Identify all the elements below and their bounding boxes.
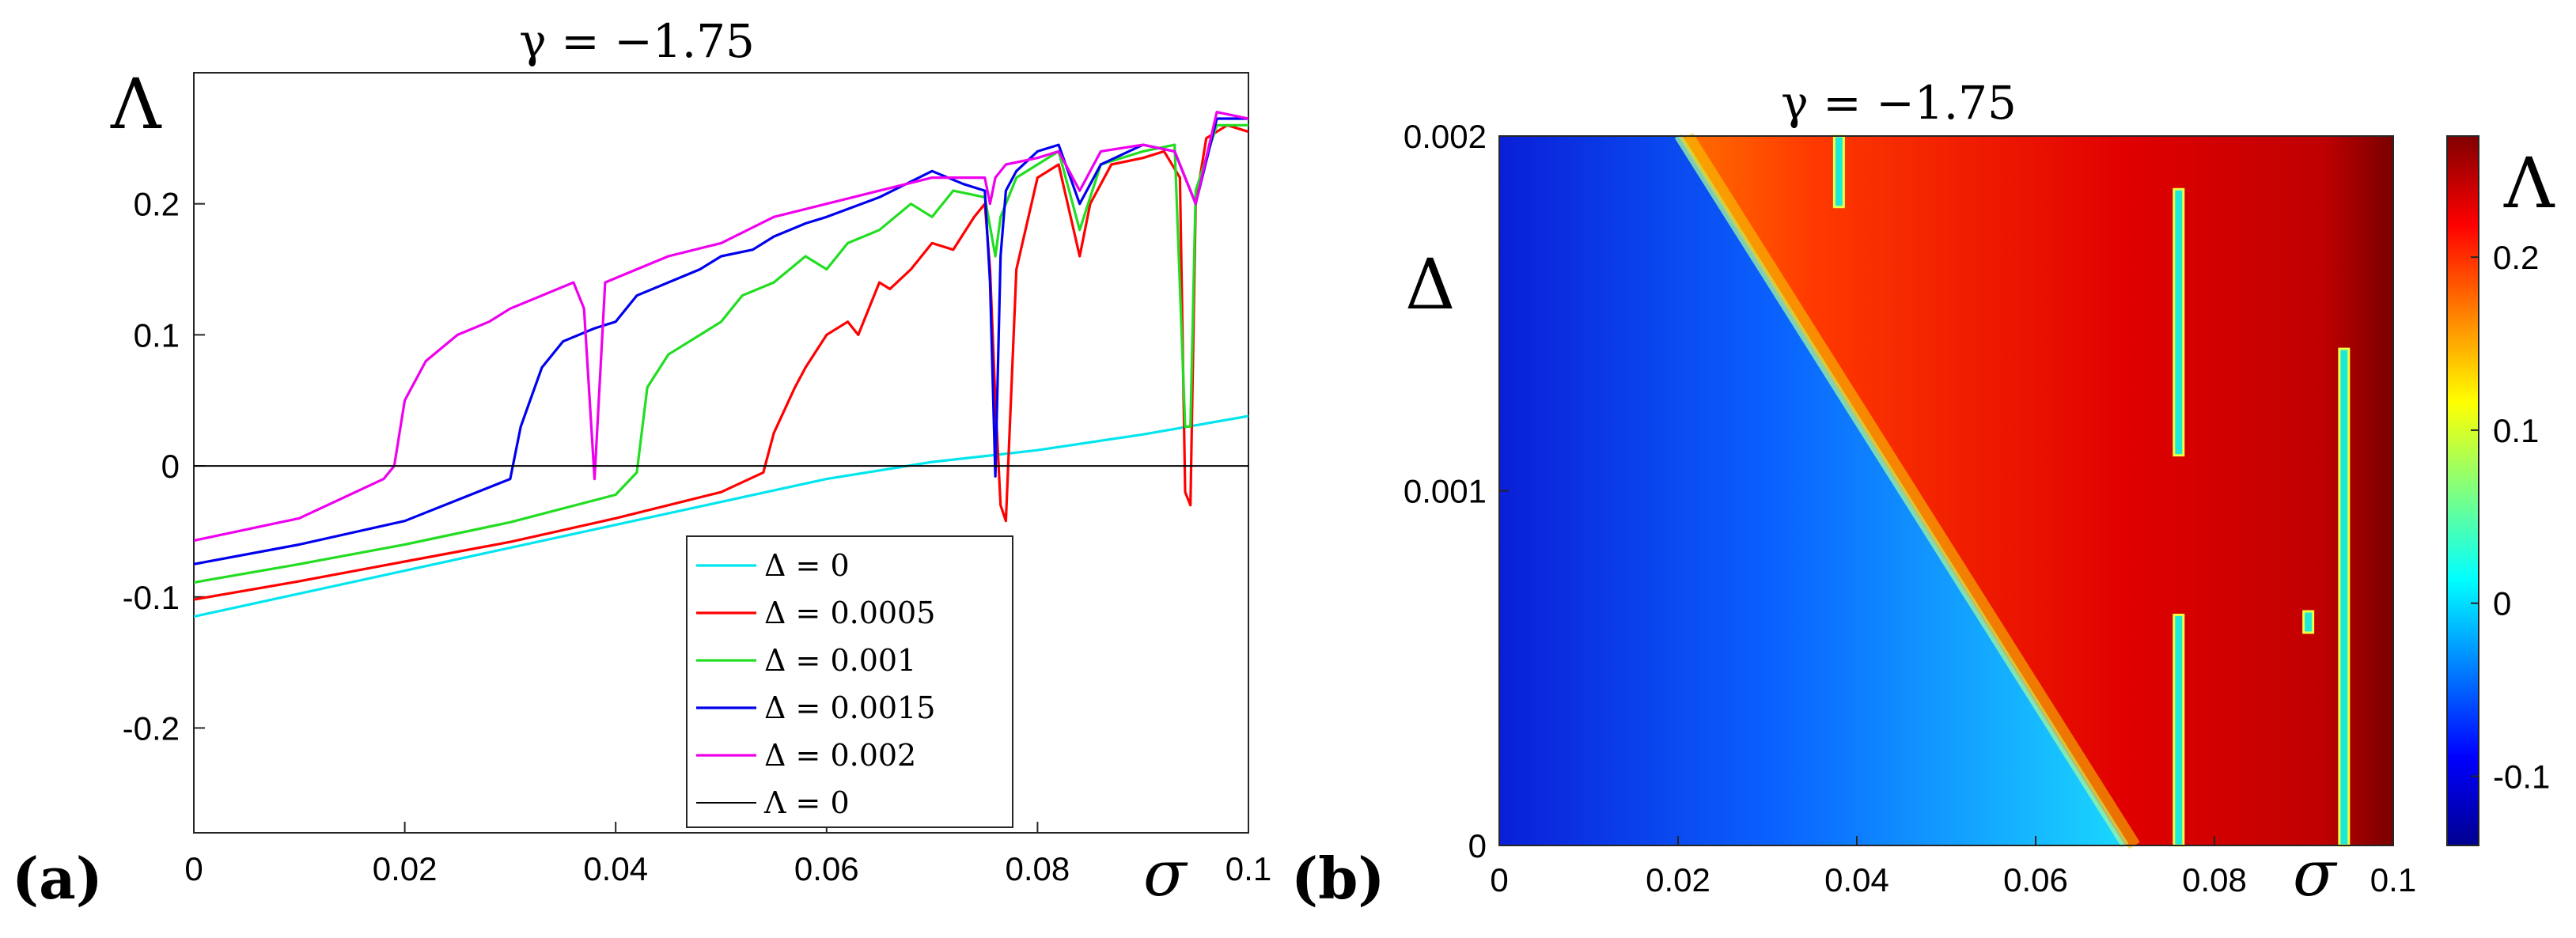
- periodic-window-1: [2173, 613, 2185, 847]
- b-x-tick-label: 0.04: [1824, 861, 1889, 898]
- a-y-tick-label: 0: [161, 448, 180, 485]
- boundary-band: [1674, 134, 2129, 848]
- colorbar-ticks: -0.1 0 0.1 0.2: [2471, 239, 2550, 795]
- panel-a-label: (a): [12, 845, 103, 912]
- a-x-tick-label: 0.06: [794, 850, 859, 887]
- b-y-tick-label: 0.002: [1404, 118, 1487, 155]
- periodic-window-4: [2302, 610, 2315, 634]
- panel-b-axes: 0 0.02 0.04 0.06 0.08 0.1 0 0.001 0.002: [1404, 118, 2416, 898]
- a-y-tick-label: 0.1: [134, 316, 180, 354]
- panel-b-title: γ = −1.75: [1781, 76, 2017, 130]
- b-x-tick-label: 0: [1490, 861, 1508, 898]
- a-x-tick-label: 0.08: [1006, 850, 1070, 887]
- a-x-tick-label: 0.1: [1225, 850, 1271, 887]
- a-x-tick-label: 0: [184, 850, 203, 887]
- panel-a-y-label: Λ: [110, 63, 162, 145]
- series-line-0: [194, 414, 1248, 618]
- panel-b-x-label: σ: [2293, 837, 2338, 910]
- colorbar-tick-label: -0.1: [2493, 758, 2550, 795]
- panel-a-legend: Δ = 0 Δ = 0.0005 Δ = 0.001 Δ = 0.0015 Δ = 0.…: [686, 535, 1013, 828]
- a-y-tick-label: -0.1: [123, 579, 180, 616]
- panel-b-y-label: Δ: [1405, 244, 1456, 325]
- b-x-tick-label: 0.06: [2003, 861, 2068, 898]
- legend-entry-0: Δ = 0: [764, 548, 850, 583]
- legend-entry-1: Δ = 0.0005: [764, 596, 935, 630]
- panel-b-heatmap: 0 0.02 0.04 0.06 0.08 0.1 0 0.001 0.002 γ = −1.7…: [1291, 76, 2555, 912]
- colorbar-tick-label: 0: [2493, 585, 2511, 622]
- colorbar-label: Λ: [2503, 142, 2555, 224]
- legend-entry-2: Δ = 0.001: [764, 643, 916, 678]
- heatmap-cells: [1499, 132, 2393, 849]
- panel-a-title: γ = −1.75: [519, 14, 755, 68]
- boundary-band-warm: [1682, 132, 2140, 849]
- colorbar-tick-label: 0.2: [2493, 239, 2539, 276]
- b-x-tick-label: 0.1: [2370, 861, 2416, 898]
- b-x-tick-label: 0.02: [1646, 861, 1710, 898]
- a-x-tick-label: 0.02: [373, 850, 438, 887]
- panel-b-label: (b): [1291, 845, 1385, 912]
- regular-region: [1499, 136, 2125, 845]
- legend-box: [686, 535, 1013, 828]
- a-y-tick-label: 0.2: [134, 186, 180, 223]
- panel-a-axes: 0 0.02 0.04 0.06 0.08 0.1 -0.2 -0.1 0 0.1 0.2: [123, 186, 1272, 887]
- periodic-window-2: [2173, 187, 2185, 457]
- colorbar: Λ -0.1 0 0.1 0.2: [2446, 135, 2555, 846]
- b-y-tick-label: 0.001: [1404, 473, 1487, 510]
- periodic-window-3: [2338, 347, 2351, 847]
- b-y-tick-label: 0: [1468, 827, 1487, 864]
- legend-entry-4: Δ = 0.002: [764, 738, 916, 773]
- b-x-tick-label: 0.08: [2182, 861, 2247, 898]
- panel-a-series: [194, 111, 1248, 618]
- series-line-4: [194, 111, 1248, 543]
- a-y-tick-label: -0.2: [123, 709, 180, 747]
- legend-entry-5: Λ = 0: [763, 785, 850, 820]
- panel-a-line-chart: 0 0.02 0.04 0.06 0.08 0.1 -0.2 -0.1 0 0.1 0.2 γ = …: [12, 14, 1271, 912]
- colorbar-gradient: [2446, 135, 2479, 846]
- series-line-2: [194, 123, 1248, 584]
- legend-entry-3: Δ = 0.0015: [764, 690, 935, 725]
- a-x-tick-label: 0.04: [583, 850, 648, 887]
- panel-a-x-label: σ: [1143, 837, 1188, 910]
- colorbar-tick-label: 0.1: [2493, 412, 2539, 449]
- periodic-window-0: [1832, 134, 1845, 209]
